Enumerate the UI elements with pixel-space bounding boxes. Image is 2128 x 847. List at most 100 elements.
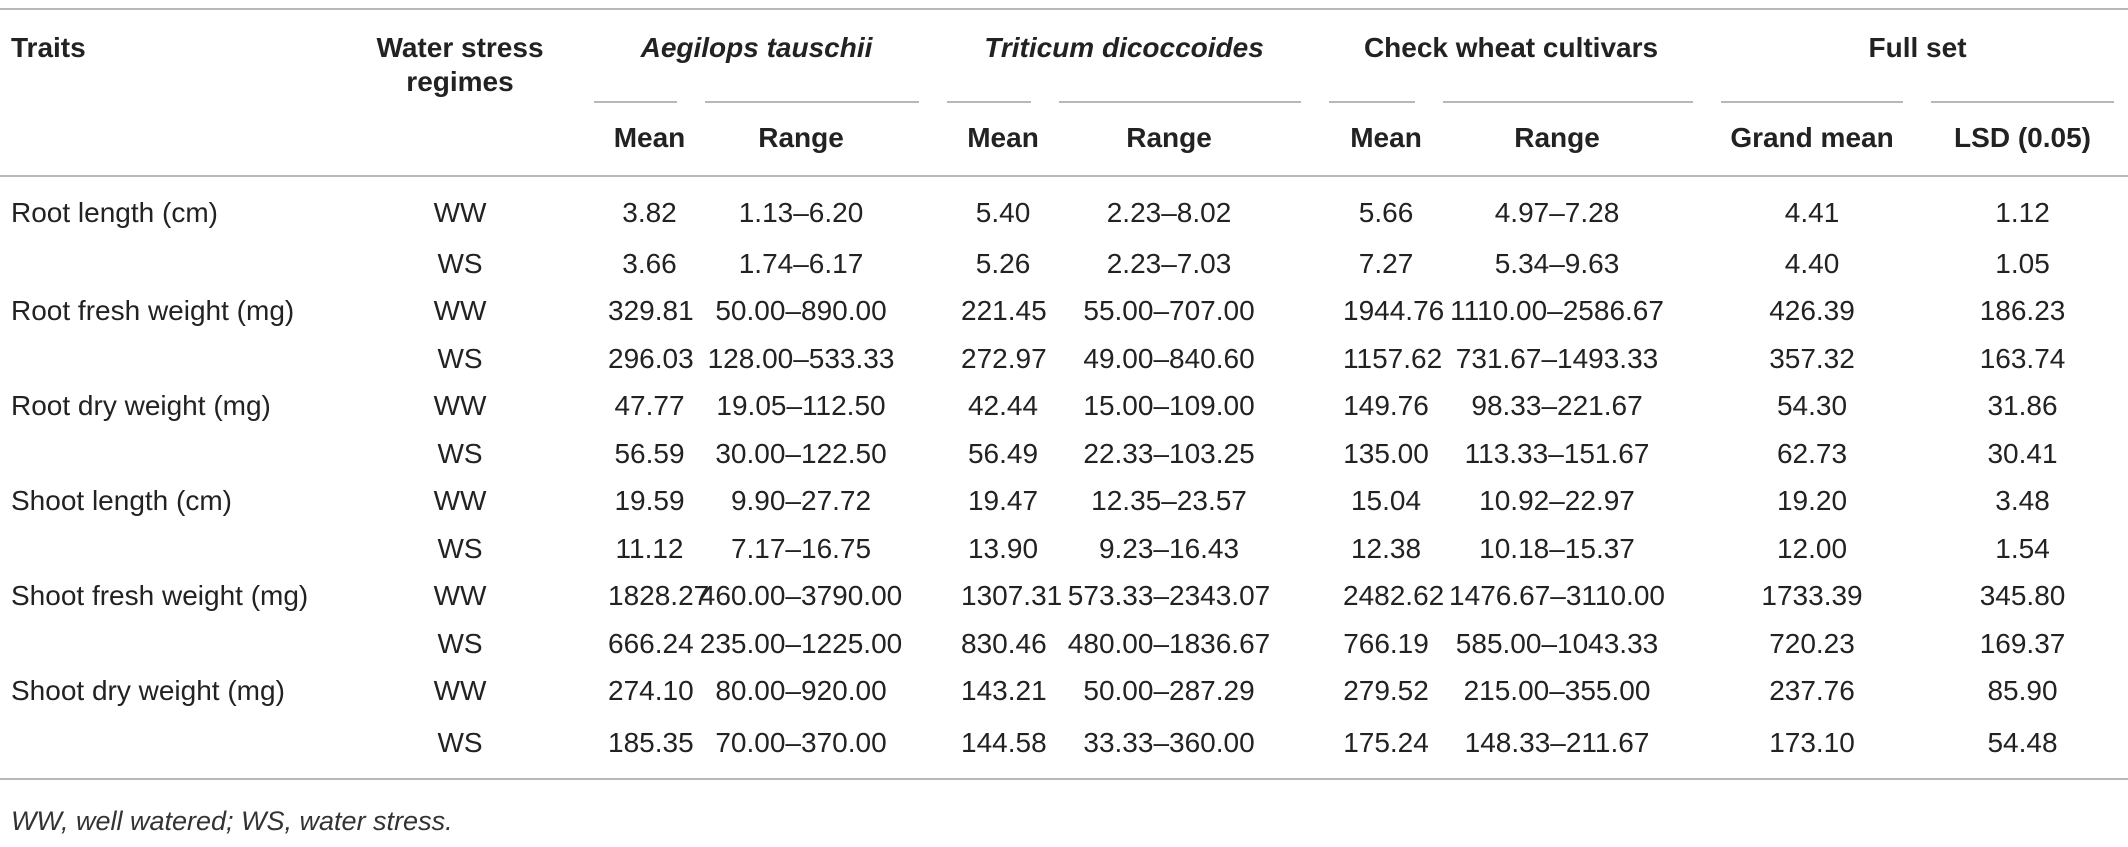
cell-lsd: 31.86 xyxy=(1987,390,2058,422)
cell-aegilops-range: 1.13–6.20 xyxy=(738,196,864,228)
cell-lsd: 85.90 xyxy=(1987,675,2058,707)
cell-triticum-mean: 5.40 xyxy=(975,196,1031,228)
cell-check-mean: 279.52 xyxy=(1343,675,1429,707)
cell-grand-mean: 4.40 xyxy=(1784,247,1840,279)
cell-trait: Root length (cm) xyxy=(11,196,218,228)
cell-check-mean: 15.04 xyxy=(1350,485,1422,517)
cell-regime: WW xyxy=(433,295,487,327)
cell-triticum-range: 15.00–109.00 xyxy=(1083,390,1255,422)
cell-lsd: 30.41 xyxy=(1987,437,2058,469)
cell-trait: Shoot dry weight (mg) xyxy=(11,675,285,707)
cell-aegilops-range: 30.00–122.50 xyxy=(715,437,887,469)
cell-lsd: 1.12 xyxy=(1995,196,2050,228)
table-row: WS 666.24 235.00–1225.00 830.46 480.00–1836.… xyxy=(0,620,2128,668)
cell-aegilops-mean: 56.59 xyxy=(614,437,685,469)
cell-check-range: 215.00–355.00 xyxy=(1463,675,1651,707)
header-group-check-cultivars: Check wheat cultivars xyxy=(1363,32,1659,63)
cell-check-range: 4.97–7.28 xyxy=(1494,196,1620,228)
cell-aegilops-mean: 19.59 xyxy=(614,485,685,517)
data-table: Traits Water stress regimes Aegilops tau… xyxy=(0,8,2128,780)
table-row: Shoot dry weight (mg) WW 274.10 80.00–920.0… xyxy=(0,668,2128,716)
cell-check-mean: 149.76 xyxy=(1343,390,1429,422)
cell-triticum-range: 50.00–287.29 xyxy=(1083,675,1255,707)
cell-triticum-range: 9.23–16.43 xyxy=(1098,532,1240,564)
cell-aegilops-range: 1.74–6.17 xyxy=(738,247,864,279)
cell-check-range: 1476.67–3110.00 xyxy=(1449,580,1665,612)
cell-grand-mean: 12.00 xyxy=(1776,532,1848,564)
cell-aegilops-mean: 11.12 xyxy=(615,532,684,564)
header-traits: Traits xyxy=(11,32,86,63)
cell-triticum-mean: 13.90 xyxy=(967,532,1039,564)
cell-grand-mean: 173.10 xyxy=(1769,726,1855,758)
cell-grand-mean: 54.30 xyxy=(1776,390,1848,422)
cell-check-mean: 7.27 xyxy=(1358,247,1414,279)
table-header: Traits Water stress regimes Aegilops tau… xyxy=(0,9,2128,176)
table-row: WS 56.59 30.00–122.50 56.49 22.33–103.25 135.… xyxy=(0,430,2128,478)
header-group-triticum: Triticum dicoccoides xyxy=(984,32,1264,63)
cell-check-mean: 1944.76 xyxy=(1343,295,1445,327)
cell-lsd: 54.48 xyxy=(1987,726,2058,758)
cell-grand-mean: 426.39 xyxy=(1769,295,1855,327)
cell-check-mean: 175.24 xyxy=(1343,726,1429,758)
cell-aegilops-range: 19.05–112.50 xyxy=(716,390,886,422)
cell-triticum-range: 33.33–360.00 xyxy=(1083,726,1255,758)
cell-check-range: 10.18–15.37 xyxy=(1479,532,1635,564)
cell-regime: WS xyxy=(437,726,483,758)
cell-triticum-mean: 19.47 xyxy=(967,485,1039,517)
header-td-range: Range xyxy=(1045,101,1315,176)
cell-trait xyxy=(0,620,340,668)
cell-check-mean: 5.66 xyxy=(1358,196,1414,228)
cell-regime: WW xyxy=(433,390,487,422)
cell-aegilops-mean: 185.35 xyxy=(608,726,694,758)
header-cw-range: Range xyxy=(1429,101,1707,176)
cell-aegilops-range: 7.17–16.75 xyxy=(730,532,872,564)
cell-lsd: 3.48 xyxy=(1995,485,2050,517)
table-row: WS 296.03 128.00–533.33 272.97 49.00–840.60 1… xyxy=(0,335,2128,383)
cell-triticum-mean: 56.49 xyxy=(967,437,1039,469)
header-td-mean: Mean xyxy=(933,101,1045,176)
cell-lsd: 186.23 xyxy=(1979,295,2066,327)
cell-triticum-mean: 144.58 xyxy=(961,726,1047,758)
cell-trait: Root dry weight (mg) xyxy=(11,390,271,422)
cell-aegilops-mean: 1828.27 xyxy=(608,580,710,612)
cell-check-mean: 2482.62 xyxy=(1343,580,1445,612)
cell-aegilops-range: 128.00–533.33 xyxy=(707,342,895,374)
cell-triticum-mean: 143.21 xyxy=(961,675,1047,707)
header-cw-mean: Mean xyxy=(1315,101,1429,176)
cell-aegilops-range: 70.00–370.00 xyxy=(715,726,887,758)
cell-aegilops-mean: 296.03 xyxy=(608,342,694,374)
cell-triticum-mean: 221.45 xyxy=(961,295,1047,327)
cell-regime: WS xyxy=(437,437,483,469)
table-row: Shoot fresh weight (mg) WW 1828.27 460.00–3… xyxy=(0,573,2128,621)
cell-aegilops-mean: 274.10 xyxy=(608,675,694,707)
header-water-stress-regimes: Water stress regimes xyxy=(340,9,580,176)
cell-regime: WS xyxy=(437,247,483,279)
cell-triticum-range: 49.00–840.60 xyxy=(1083,342,1255,374)
cell-triticum-range: 22.33–103.25 xyxy=(1083,437,1255,469)
cell-regime: WW xyxy=(433,485,487,517)
cell-grand-mean: 1733.39 xyxy=(1761,580,1863,612)
cell-trait: Root fresh weight (mg) xyxy=(11,295,295,327)
cell-check-mean: 766.19 xyxy=(1343,627,1429,659)
cell-aegilops-mean: 3.82 xyxy=(622,196,677,228)
cell-aegilops-range: 80.00–920.00 xyxy=(715,675,887,707)
cell-trait xyxy=(0,715,340,778)
header-group-aegilops: Aegilops tauschii xyxy=(640,32,873,63)
cell-grand-mean: 720.23 xyxy=(1769,627,1855,659)
cell-triticum-range: 12.35–23.57 xyxy=(1091,485,1247,517)
cell-aegilops-range: 9.90–27.72 xyxy=(730,485,872,517)
header-ae-mean: Mean xyxy=(580,101,691,176)
table-row: Root length (cm) WW 3.82 1.13–6.20 5.40 2.23–… xyxy=(0,176,2128,240)
cell-regime: WS xyxy=(437,532,483,564)
cell-regime: WW xyxy=(433,675,487,707)
cell-triticum-mean: 42.44 xyxy=(967,390,1039,422)
cell-aegilops-mean: 666.24 xyxy=(608,627,694,659)
cell-lsd: 1.05 xyxy=(1995,247,2050,279)
table-footnote: WW, well watered; WS, water stress. xyxy=(11,806,453,836)
cell-triticum-mean: 5.26 xyxy=(975,247,1031,279)
header-regime-line1: Water stress xyxy=(376,32,544,63)
cell-regime: WS xyxy=(437,342,483,374)
cell-trait xyxy=(0,240,340,288)
table-row: Root dry weight (mg) WW 47.77 19.05–112.50 4… xyxy=(0,383,2128,431)
header-grand-mean: Grand mean xyxy=(1707,101,1917,176)
